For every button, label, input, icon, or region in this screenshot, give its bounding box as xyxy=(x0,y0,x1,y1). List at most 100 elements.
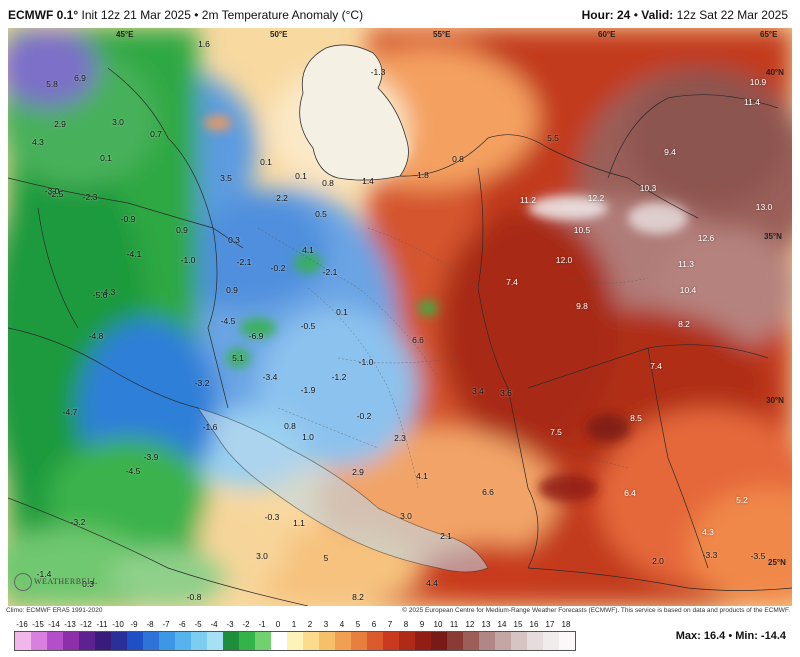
scale-tick-label: -5 xyxy=(194,620,202,629)
anomaly-value-label: 6.6 xyxy=(412,335,424,345)
scale-swatch xyxy=(79,632,95,650)
climo-credit: Climo: ECMWF ERA5 1991-2020 xyxy=(6,607,103,614)
anomaly-value-label: 1.4 xyxy=(362,176,374,186)
anomaly-value-label: -0.2 xyxy=(270,263,286,273)
coord-label: 60°E xyxy=(598,30,616,39)
anomaly-value-label: 0.8 xyxy=(284,421,296,431)
anomaly-value-label: 7.4 xyxy=(650,361,662,371)
anomaly-value-label: 5.1 xyxy=(232,353,244,363)
scale-tick-label: -6 xyxy=(178,620,186,629)
valid-value: 12z Sat 22 Mar 2025 xyxy=(676,8,788,22)
scale-swatch xyxy=(207,632,223,650)
scale-tick-label: 3 xyxy=(323,620,329,629)
anomaly-value-label: 3.0 xyxy=(112,117,124,127)
scale-tick-label: 1 xyxy=(291,620,297,629)
scale-tick-label: 5 xyxy=(355,620,361,629)
scale-tick-label: -8 xyxy=(146,620,154,629)
max-value: 16.4 xyxy=(703,630,726,642)
anomaly-value-label: 0.9 xyxy=(226,285,238,295)
scale-swatch xyxy=(143,632,159,650)
anomaly-value-label: -3.0 xyxy=(44,186,60,196)
anomaly-value-label: 2.0 xyxy=(652,556,664,566)
scale-swatch xyxy=(463,632,479,650)
scale-swatch xyxy=(15,632,31,650)
scale-swatch xyxy=(191,632,207,650)
anomaly-value-label: 0.8 xyxy=(322,178,334,188)
logo-circle-icon xyxy=(14,573,32,591)
anomaly-value-label: 12.2 xyxy=(587,193,605,203)
anomaly-value-label: -2.1 xyxy=(236,257,252,267)
anomaly-value-label: -0.3 xyxy=(264,512,280,522)
watermark-text: WEATHERBELL xyxy=(34,576,98,586)
anomaly-value-label: -4.5 xyxy=(125,466,141,476)
scale-tick-label: -2 xyxy=(242,620,250,629)
title-left: ECMWF 0.1° Init 12z 21 Mar 2025 • 2m Tem… xyxy=(8,8,363,22)
scale-tick-label: 7 xyxy=(387,620,393,629)
anomaly-value-label: -3.3 xyxy=(702,550,718,560)
scale-tick-label: 9 xyxy=(419,620,425,629)
init-time: Init 12z 21 Mar 2025 xyxy=(81,8,191,22)
scale-swatch xyxy=(175,632,191,650)
anomaly-value-label: 1.6 xyxy=(198,39,210,49)
anomaly-value-label: -1.4 xyxy=(36,569,52,579)
anomaly-value-label: 8.2 xyxy=(352,592,364,602)
coord-label: 50°E xyxy=(270,30,288,39)
scale-swatch xyxy=(511,632,527,650)
scale-swatch xyxy=(239,632,255,650)
anomaly-value-label: 12.6 xyxy=(697,233,715,243)
scale-swatch xyxy=(415,632,431,650)
anomaly-value-label: 0.1 xyxy=(295,171,307,181)
scale-tick-label: 14 xyxy=(497,620,507,629)
anomaly-value-label: 0.3 xyxy=(82,579,94,589)
anomaly-value-label: 5.5 xyxy=(547,133,559,143)
anomaly-value-label: 12.0 xyxy=(555,255,573,265)
coord-label: 25°N xyxy=(768,558,786,567)
anomaly-value-label: 11.4 xyxy=(744,97,760,107)
scale-tick-label: 10 xyxy=(433,620,443,629)
anomaly-value-label: 9.8 xyxy=(576,301,588,311)
scale-swatch xyxy=(335,632,351,650)
scale-tick-label: 0 xyxy=(275,620,281,629)
anomaly-value-label: -3.2 xyxy=(194,378,210,388)
scale-tick-label: -1 xyxy=(258,620,266,629)
anomaly-value-label: -3.4 xyxy=(262,372,278,382)
anomaly-value-label: 7.5 xyxy=(550,427,562,437)
anomaly-value-label: -1.0 xyxy=(180,255,196,265)
anomaly-value-label: -2.1 xyxy=(322,267,338,277)
scale-tick-label: -13 xyxy=(64,620,76,629)
scale-swatch xyxy=(31,632,47,650)
anomaly-value-label: -0.5 xyxy=(300,321,316,331)
scale-tick-label: 15 xyxy=(513,620,523,629)
anomaly-value-label: -4.3 xyxy=(100,287,116,297)
coord-label: 40°N xyxy=(766,68,784,77)
min-label: Min: xyxy=(735,630,758,642)
anomaly-value-label: 0.1 xyxy=(336,307,348,317)
product-name: 2m Temperature Anomaly (°C) xyxy=(201,8,364,22)
anomaly-value-label: 3.0 xyxy=(256,551,268,561)
anomaly-value-label: 0.7 xyxy=(150,129,162,139)
coord-label: 65°E xyxy=(760,30,778,39)
anomaly-value-label: -1.3 xyxy=(370,67,386,77)
scale-tick-label: -10 xyxy=(112,620,124,629)
scale-swatch xyxy=(319,632,335,650)
anomaly-value-label: 10.5 xyxy=(573,225,591,235)
scale-swatch xyxy=(479,632,495,650)
hour-label: Hour: xyxy=(581,8,614,22)
map-field xyxy=(8,28,792,606)
anomaly-value-label: 10.4 xyxy=(679,285,697,295)
hour-value: 24 xyxy=(616,8,631,22)
max-min-readout: Max: 16.4 • Min: -14.4 xyxy=(675,630,786,642)
anomaly-value-label: 2.3 xyxy=(394,433,406,443)
title-bar: ECMWF 0.1° Init 12z 21 Mar 2025 • 2m Tem… xyxy=(0,0,800,28)
anomaly-value-label: 7.4 xyxy=(506,277,518,287)
anomaly-value-label: 3.4 xyxy=(472,386,484,396)
province-lines xyxy=(257,227,649,489)
scale-tick-label: 18 xyxy=(561,620,571,629)
anomaly-value-label: -1.6 xyxy=(202,422,218,432)
anomaly-value-label: 1.0 xyxy=(302,432,314,442)
anomaly-value-label: 0.1 xyxy=(260,157,272,167)
scale-tick-label: 2 xyxy=(307,620,313,629)
anomaly-value-label: -0.2 xyxy=(356,411,372,421)
anomaly-value-label: 4.3 xyxy=(702,527,714,537)
anomaly-value-label: 0.8 xyxy=(452,154,464,164)
